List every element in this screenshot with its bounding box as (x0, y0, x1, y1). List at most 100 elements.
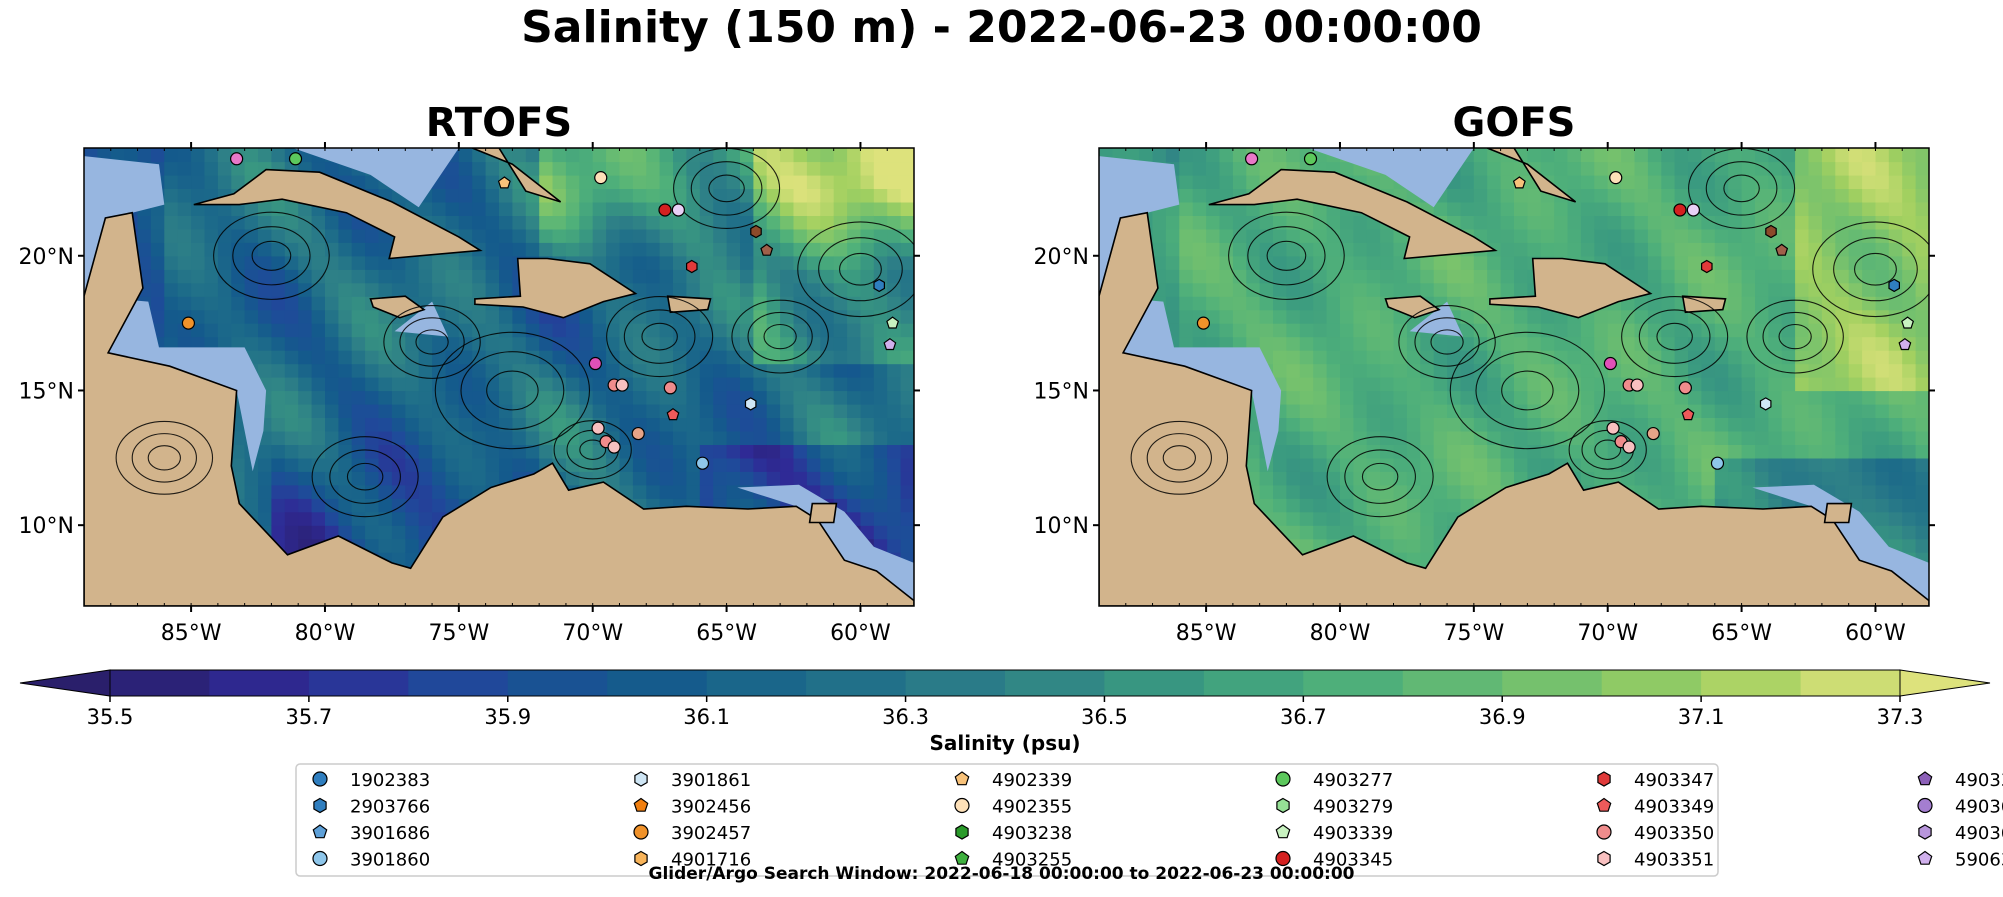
salinity-cell (806, 323, 821, 338)
salinity-cell (1326, 309, 1341, 324)
salinity-cell (1139, 148, 1154, 163)
salinity-cell (873, 188, 888, 203)
salinity-cell (1848, 174, 1863, 189)
salinity-cell (860, 350, 875, 365)
salinity-cell (820, 377, 835, 392)
salinity-cell (472, 336, 487, 351)
salinity-cell (713, 269, 728, 284)
salinity-cell (740, 296, 754, 311)
salinity-cell (699, 255, 714, 270)
x-tick-label: 65°W (696, 621, 757, 646)
salinity-cell (873, 242, 888, 257)
salinity-cell (659, 430, 674, 445)
salinity-cell (780, 161, 795, 176)
salinity-cell (780, 242, 795, 257)
salinity-cell (1661, 457, 1676, 472)
salinity-cell (1821, 377, 1836, 392)
salinity-cell (740, 309, 754, 324)
salinity-cell (860, 430, 875, 445)
salinity-cell (1500, 188, 1515, 203)
salinity-cell (1514, 417, 1528, 432)
salinity-cell (1674, 148, 1689, 163)
salinity-cell (1835, 201, 1850, 216)
salinity-cell (1781, 309, 1796, 324)
salinity-cell (1902, 188, 1917, 203)
salinity-cell (713, 336, 728, 351)
salinity-cell (699, 403, 714, 418)
salinity-cell (1688, 417, 1702, 432)
salinity-cell (1781, 215, 1796, 230)
salinity-cell (1286, 228, 1301, 243)
salinity-cell (1688, 471, 1702, 486)
salinity-cell (1674, 188, 1689, 203)
salinity-cell (1821, 471, 1836, 486)
salinity-cell (740, 430, 754, 445)
salinity-cell (445, 269, 460, 284)
salinity-cell (1366, 296, 1381, 311)
salinity-cell (1393, 417, 1408, 432)
salinity-cell (1714, 282, 1729, 297)
salinity-cell (1741, 309, 1756, 324)
salinity-cell (1246, 282, 1261, 297)
salinity-cell (632, 336, 647, 351)
salinity-cell (217, 336, 232, 351)
salinity-cell (1661, 363, 1676, 378)
salinity-cell (458, 363, 473, 378)
y-tick-label: 15°N (19, 379, 74, 404)
salinity-cell (619, 242, 634, 257)
salinity-cell (378, 336, 393, 351)
salinity-cell (1728, 255, 1743, 270)
salinity-cell (592, 215, 607, 230)
legend-marker (1276, 797, 1290, 814)
salinity-cell (1393, 403, 1408, 418)
salinity-cell (1433, 363, 1448, 378)
salinity-cell (231, 430, 246, 445)
salinity-cell (1460, 188, 1475, 203)
salinity-cell (1862, 363, 1877, 378)
salinity-cell (820, 403, 835, 418)
salinity-cell (1661, 403, 1676, 418)
salinity-cell (1273, 444, 1287, 459)
salinity-cell (1768, 201, 1783, 216)
salinity-cell (1674, 174, 1689, 189)
salinity-cell (445, 457, 460, 472)
salinity-cell (271, 228, 286, 243)
salinity-cell (298, 498, 313, 513)
salinity-cell (418, 363, 433, 378)
salinity-cell (191, 269, 206, 284)
salinity-cell (1326, 215, 1341, 230)
salinity-cell (860, 390, 875, 405)
salinity-cell (1273, 215, 1287, 230)
salinity-cell (1420, 377, 1435, 392)
salinity-cell (1514, 444, 1528, 459)
salinity-cell (632, 242, 647, 257)
salinity-cell (833, 484, 848, 499)
salinity-cell (1393, 484, 1408, 499)
salinity-cell (325, 269, 339, 284)
salinity-cell (432, 417, 447, 432)
salinity-cell (1674, 457, 1689, 472)
legend-label: 4903279 (1313, 797, 1393, 818)
salinity-cell (1447, 471, 1462, 486)
salinity-cell (632, 228, 647, 243)
salinity-cell (298, 323, 313, 338)
salinity-cell (873, 525, 888, 540)
salinity-cell (539, 174, 554, 189)
salinity-cell (284, 296, 299, 311)
salinity-cell (780, 403, 795, 418)
salinity-cell (1500, 201, 1515, 216)
salinity-cell (1714, 228, 1729, 243)
salinity-cell (1728, 242, 1743, 257)
salinity-cell (177, 148, 192, 163)
salinity-cell (244, 309, 259, 324)
salinity-cell (780, 350, 795, 365)
salinity-cell (1406, 430, 1421, 445)
salinity-cell (1192, 282, 1207, 297)
salinity-cell (820, 228, 835, 243)
salinity-cell (1888, 323, 1903, 338)
salinity-cell (900, 282, 914, 297)
salinity-cell (539, 242, 554, 257)
salinity-cell (458, 457, 473, 472)
salinity-cell (1514, 309, 1528, 324)
salinity-cell (499, 188, 513, 203)
